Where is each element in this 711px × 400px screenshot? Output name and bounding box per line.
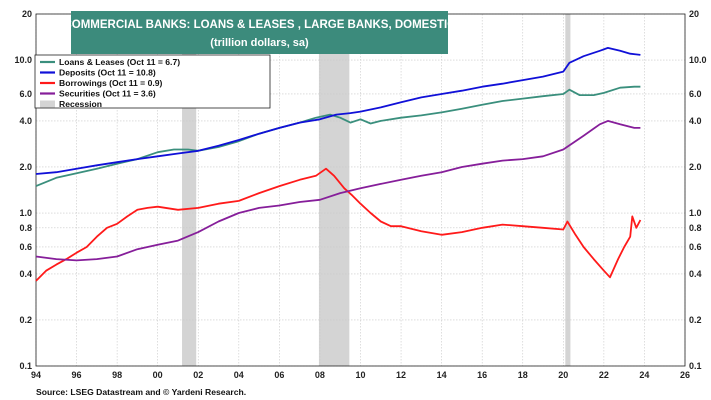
y-tick-label-right: 2.0 [689, 162, 702, 172]
y-tick-label-right: 0.1 [689, 361, 702, 371]
x-tick-label: 16 [477, 370, 487, 380]
x-tick-labels: 94 96 98 00 02 04 06 08 10 12 14 16 18 20 22 24 26 [31, 370, 690, 380]
x-tick-label: 96 [72, 370, 82, 380]
source-note: Source: LSEG Datastream and © Yardeni Re… [36, 387, 246, 397]
title-block: COMMERCIAL BANKS: LOANS & LEASES , LARGE… [63, 11, 456, 54]
y-tick-label-left: 0.6 [19, 242, 32, 252]
x-tick-label: 98 [112, 370, 122, 380]
series-line [35, 120, 641, 262]
x-tick-label: 06 [274, 370, 284, 380]
y-tick-label-left: 10.0 [14, 55, 32, 65]
y-tick-label-left: 0.1 [19, 361, 32, 371]
y-tick-label-right: 4.0 [689, 116, 702, 126]
recession-band [318, 14, 350, 366]
chart-subtitle: (trillion dollars, sa) [210, 37, 309, 49]
legend-label: Securities (Oct 11 = 3.6) [59, 89, 156, 99]
y-tick-label-left: 0.2 [19, 315, 32, 325]
y-tick-label-left: 0.8 [19, 223, 32, 233]
x-tick-label: 18 [518, 370, 528, 380]
series-lines [35, 47, 642, 282]
y-tick-label-right: 0.4 [689, 269, 702, 279]
series-line [35, 47, 641, 175]
x-tick-label: 00 [153, 370, 163, 380]
y-tick-label-right: 20 [689, 9, 699, 19]
x-tick-label: 08 [315, 370, 325, 380]
y-tick-label-right: 0.8 [689, 223, 702, 233]
x-tick-label: 12 [396, 370, 406, 380]
x-tick-label: 04 [234, 370, 244, 380]
legend-label: Loans & Leases (Oct 11 = 6.7) [59, 57, 180, 67]
legend-box [34, 54, 271, 109]
legend-label: Deposits (Oct 11 = 10.8) [59, 68, 156, 78]
x-tick-label: 24 [639, 370, 649, 380]
y-tick-label-right: 0.6 [689, 242, 702, 252]
x-tick-label: 14 [437, 370, 447, 380]
y-tick-label-right: 6.0 [689, 89, 702, 99]
chart-title: COMMERCIAL BANKS: LOANS & LEASES , LARGE… [63, 19, 455, 31]
legend-label-recession: Recession [59, 99, 102, 109]
title-box [71, 11, 448, 54]
x-tick-label: 26 [680, 370, 690, 380]
y-tick-label-left: 0.4 [19, 269, 32, 279]
y-tick-labels-right: 0.1 0.2 0.4 0.6 0.8 1.0 2.0 4.0 6.0 10.0 20 [689, 9, 707, 371]
series-line [35, 85, 641, 187]
y-tick-label-left: 6.0 [19, 89, 32, 99]
y-tick-labels-left: 0.1 0.2 0.4 0.6 0.8 1.0 2.0 4.0 6.0 10.0 20 [14, 9, 32, 371]
x-tick-label: 22 [599, 370, 609, 380]
y-tick-label-left: 4.0 [19, 116, 32, 126]
x-tick-label: 94 [31, 370, 41, 380]
legend-label: Borrowings (Oct 11 = 0.9) [59, 78, 163, 88]
legend-swatch-recession [40, 100, 55, 108]
y-tick-label-left: 2.0 [19, 162, 32, 172]
legend: Loans & Leases (Oct 11 = 6.7)Deposits (O… [34, 54, 271, 109]
x-tick-label: 02 [193, 370, 203, 380]
y-tick-label-left: 1.0 [19, 208, 32, 218]
y-tick-label-left: 20 [22, 9, 32, 19]
recession-band [565, 14, 571, 366]
series-line [35, 167, 642, 282]
x-tick-label: 10 [355, 370, 365, 380]
y-tick-label-right: 1.0 [689, 208, 702, 218]
y-tick-label-right: 10.0 [689, 55, 707, 65]
y-tick-label-right: 0.2 [689, 315, 702, 325]
x-tick-label: 20 [558, 370, 568, 380]
